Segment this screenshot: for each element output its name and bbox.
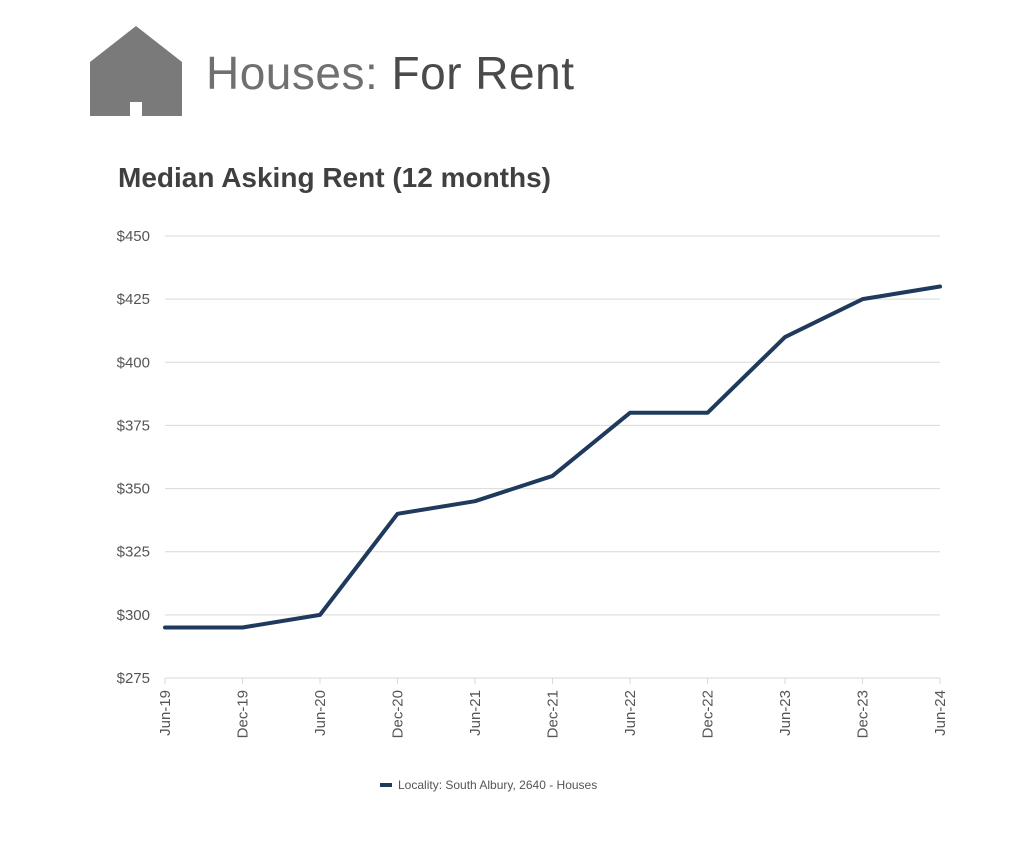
x-tick-label: Jun-23 xyxy=(777,690,794,736)
x-axis-ticks: Jun-19 Dec-19 Jun-20 Dec-20 Jun-21 Dec-21 Jun-… xyxy=(157,678,949,738)
x-tick-label: Dec-23 xyxy=(855,690,872,738)
y-axis-ticks: $275 $300 $325 $350 $375 $400 $425 $450 xyxy=(117,228,150,687)
title-main: For Rent xyxy=(391,47,575,99)
house-icon xyxy=(90,26,182,116)
y-tick-label: $450 xyxy=(117,228,150,245)
page-header: Houses: For Rent xyxy=(90,24,574,116)
x-tick-label: Jun-22 xyxy=(622,690,639,736)
legend-swatch xyxy=(380,783,392,787)
y-tick-label: $425 xyxy=(117,291,150,308)
series-layer xyxy=(163,284,942,630)
x-tick-label: Dec-20 xyxy=(390,690,407,738)
legend-label: Locality: South Albury, 2640 - Houses xyxy=(398,778,598,792)
legend: Locality: South Albury, 2640 - Houses xyxy=(380,778,597,792)
x-tick-label: Dec-21 xyxy=(545,690,562,738)
y-tick-label: $375 xyxy=(117,417,150,434)
x-tick-label: Jun-19 xyxy=(157,690,174,736)
y-tick-label: $350 xyxy=(117,481,150,498)
y-tick-label: $275 xyxy=(117,670,150,687)
x-tick-label: Jun-20 xyxy=(312,690,329,736)
grid-lines xyxy=(165,235,940,679)
page-title: Houses: For Rent xyxy=(206,50,574,96)
x-tick-label: Jun-24 xyxy=(932,690,949,736)
chart-title: Median Asking Rent (12 months) xyxy=(118,162,552,193)
y-tick-label: $325 xyxy=(117,544,150,561)
y-tick-label: $400 xyxy=(117,354,150,371)
x-tick-label: Dec-19 xyxy=(235,690,252,738)
x-tick-label: Dec-22 xyxy=(700,690,717,738)
series-line xyxy=(163,284,942,630)
x-tick-label: Jun-21 xyxy=(467,690,484,736)
title-prefix: Houses: xyxy=(206,47,379,99)
y-tick-label: $300 xyxy=(117,607,150,624)
